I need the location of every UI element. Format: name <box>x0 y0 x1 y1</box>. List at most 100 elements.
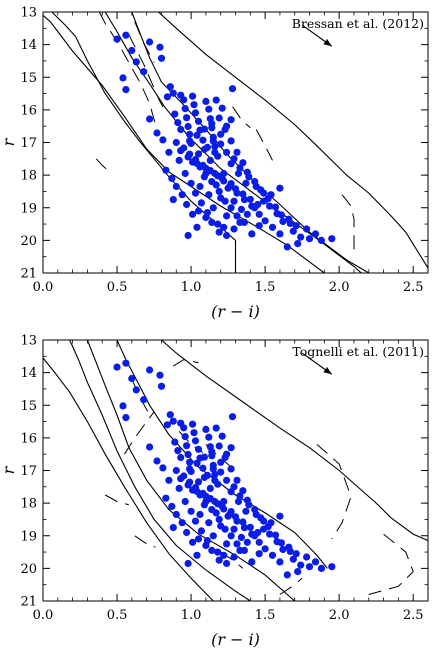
data-point <box>283 243 291 251</box>
data-point <box>286 547 294 556</box>
data-point <box>230 197 238 205</box>
y-tick-label: 16 <box>20 431 37 446</box>
data-point <box>264 523 272 531</box>
data-point <box>230 225 238 233</box>
data-point <box>196 491 204 499</box>
data-point <box>227 465 235 473</box>
data-point <box>186 465 194 473</box>
data-point <box>183 442 191 450</box>
data-point <box>217 468 225 476</box>
data-point <box>181 169 189 178</box>
x-tick-label: 0.5 <box>107 608 128 623</box>
panel-2: 0.0 0.5 1.0 1.5 2.0 2.5 13 14 15 16 17 18 19 20 21 (r −… <box>0 334 429 649</box>
data-point <box>236 492 244 500</box>
y-axis-title: r <box>0 137 18 146</box>
data-point <box>242 507 250 515</box>
data-point <box>243 210 251 218</box>
isochrone-solid-5 <box>161 340 428 542</box>
data-point <box>202 541 210 550</box>
data-point <box>252 510 260 519</box>
isochrone-solid-3 <box>86 340 296 601</box>
data-point <box>240 524 248 532</box>
isochrone-dashed-2 <box>131 378 151 416</box>
data-point <box>211 470 219 478</box>
y-tick-label: 21 <box>20 267 37 282</box>
data-point <box>209 532 217 540</box>
data-point <box>276 558 284 566</box>
x-tick-label: 1.0 <box>181 608 202 623</box>
isochrone-source-label: Bressan et al. (2012) <box>292 16 424 31</box>
data-point <box>119 402 127 410</box>
data-point <box>194 207 203 215</box>
data-point <box>305 235 314 243</box>
data-point <box>221 197 229 205</box>
x-tick-label: 1.0 <box>181 280 202 295</box>
data-point <box>181 433 189 441</box>
data-point <box>119 74 127 82</box>
y-tick-label: 20 <box>20 562 37 577</box>
data-point <box>208 218 216 226</box>
data-point <box>227 532 235 540</box>
isochrone-dashed-3 <box>104 494 130 506</box>
data-point <box>223 540 231 548</box>
y-tick-label: 14 <box>20 38 37 53</box>
data-point <box>289 227 297 235</box>
data-point <box>203 471 211 479</box>
data-point <box>223 231 231 240</box>
data-point <box>156 371 164 379</box>
data-point <box>162 166 170 174</box>
data-point <box>273 210 281 218</box>
data-point <box>221 525 229 533</box>
y-tick-label: 18 <box>20 169 37 184</box>
data-point <box>271 531 280 539</box>
data-point <box>184 231 192 240</box>
data-point <box>196 163 204 171</box>
data-point <box>215 114 223 122</box>
data-point <box>197 527 205 535</box>
data-point <box>122 414 130 422</box>
data-point <box>227 116 235 124</box>
data-point <box>174 447 182 455</box>
data-point <box>209 137 217 145</box>
y-tick-label: 13 <box>20 6 37 21</box>
data-point <box>292 222 300 230</box>
data-point <box>175 156 183 164</box>
data-point <box>193 551 201 559</box>
data-point <box>239 159 247 167</box>
data-point <box>227 137 235 145</box>
data-point <box>230 525 238 533</box>
data-point <box>199 136 207 144</box>
data-point <box>212 96 220 104</box>
data-point <box>208 506 216 514</box>
data-point <box>156 43 164 51</box>
data-point <box>113 35 121 43</box>
data-point <box>146 115 154 123</box>
data-point <box>189 158 197 166</box>
data-point <box>297 561 305 569</box>
data-point <box>220 505 228 513</box>
data-point <box>279 545 287 554</box>
data-point <box>208 546 216 555</box>
data-point <box>246 195 254 203</box>
data-point <box>159 464 167 472</box>
data-point <box>190 101 198 109</box>
y-tick-label: 20 <box>20 234 37 249</box>
data-point <box>242 179 250 187</box>
plot-area <box>43 340 428 601</box>
data-point <box>186 137 194 145</box>
data-point <box>172 138 180 147</box>
data-point <box>189 92 197 100</box>
data-point <box>191 437 200 445</box>
data-point <box>122 31 130 39</box>
data-point <box>183 114 191 122</box>
data-point <box>203 143 211 151</box>
data-point <box>128 374 136 383</box>
data-point <box>215 187 223 195</box>
data-point <box>214 172 222 180</box>
data-point <box>181 497 189 506</box>
data-point <box>239 487 247 495</box>
data-point <box>228 413 237 421</box>
data-point <box>168 502 176 510</box>
data-point <box>159 136 167 144</box>
